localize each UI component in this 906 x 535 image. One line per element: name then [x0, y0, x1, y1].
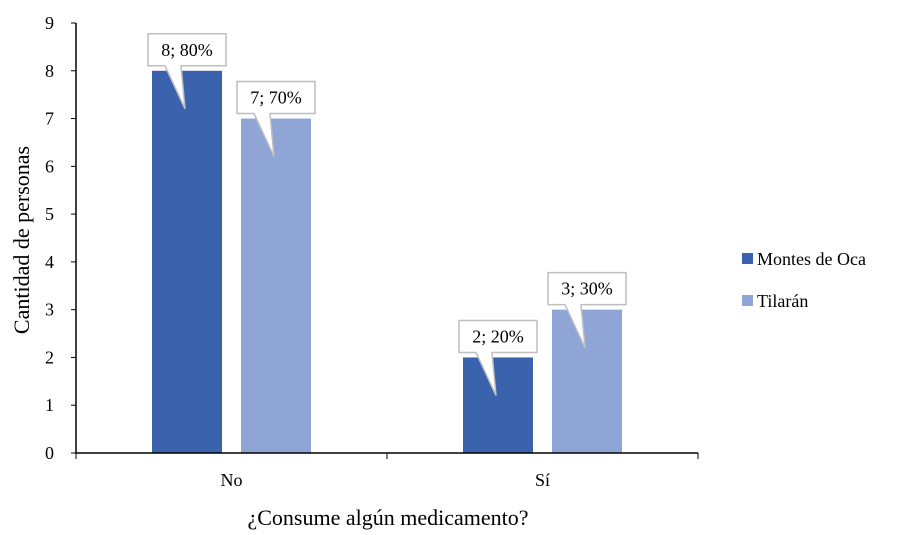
y-tick-label: 8 — [45, 61, 54, 81]
y-tick-label: 6 — [45, 156, 54, 176]
x-tick-label: Sí — [535, 470, 550, 490]
legend: Montes de Oca Tilarán — [742, 249, 866, 311]
y-tick-label: 9 — [45, 13, 54, 33]
y-tick-label: 4 — [45, 252, 54, 272]
data-label: 3; 30% — [561, 279, 613, 299]
y-axis-ticks: 0 1 2 3 4 5 6 7 8 9 — [45, 13, 76, 463]
legend-label-montes-de-oca: Montes de Oca — [757, 249, 866, 269]
bar — [152, 70, 222, 454]
y-tick-label: 3 — [45, 300, 54, 320]
data-labels: 8; 80% 2; 20% 7; 70% 3; 30% — [147, 33, 627, 396]
y-tick-label: 7 — [45, 109, 54, 129]
bar — [463, 357, 533, 453]
data-label-callout — [147, 33, 227, 110]
data-label: 2; 20% — [472, 326, 524, 346]
x-tick-label: No — [221, 470, 243, 490]
y-tick-label: 1 — [45, 395, 54, 415]
bar — [241, 118, 311, 454]
data-label-callout — [458, 319, 538, 396]
bar — [552, 309, 622, 453]
bars — [152, 70, 622, 454]
legend-swatch-montes-de-oca — [742, 253, 753, 264]
y-tick-label: 2 — [45, 347, 54, 367]
x-axis-title: ¿Consume algún medicamento? — [247, 505, 528, 530]
y-tick-label: 5 — [45, 204, 54, 224]
legend-swatch-tilaran — [742, 295, 753, 306]
data-label-callout — [236, 80, 316, 157]
data-label: 7; 70% — [250, 88, 302, 108]
data-label: 8; 80% — [161, 40, 213, 60]
y-axis-title: Cantidad de personas — [9, 146, 34, 334]
data-label-callout — [547, 271, 627, 348]
legend-label-tilaran: Tilarán — [757, 291, 808, 311]
y-tick-label: 0 — [45, 443, 54, 463]
x-axis-ticks: No Sí — [75, 453, 699, 490]
